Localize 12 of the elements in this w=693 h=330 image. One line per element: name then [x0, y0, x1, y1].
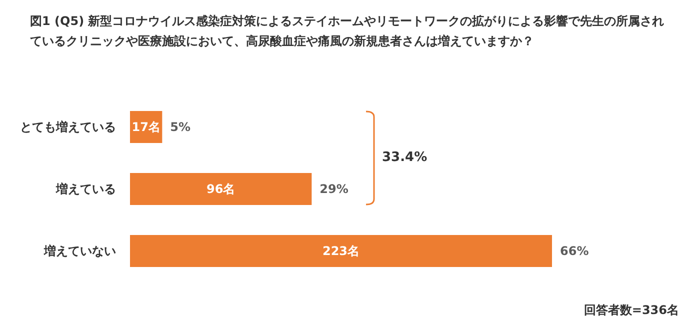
- chart-title: 図1 (Q5) 新型コロナウイルス感染症対策によるステイホームやリモートワークの拡がりによる影響で先生の所属されているクリニックや医療施設において、高尿酸血症や痛風の新規患者さんは増えていますか？: [30, 14, 664, 48]
- y-tick-label: 増えている: [55, 182, 116, 196]
- text: 回答者数=336名: [584, 303, 680, 317]
- y-tick-label: とても増えている: [20, 120, 116, 134]
- data-label: 17名: [132, 120, 160, 134]
- y-tick-label: 増えていない: [43, 244, 116, 258]
- annotation: 5%: [170, 120, 191, 134]
- annotation: 29%: [320, 182, 348, 196]
- annotation: 66%: [560, 244, 589, 258]
- annotation: 33.4%: [382, 150, 428, 165]
- data-label: 223名: [322, 244, 360, 258]
- data-label: 96名: [206, 182, 236, 196]
